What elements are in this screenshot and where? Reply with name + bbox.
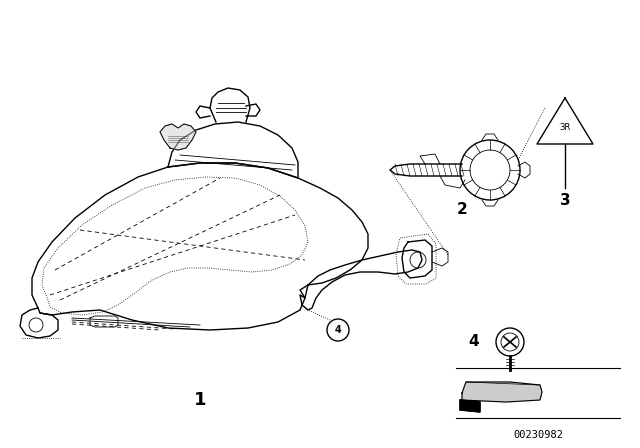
Text: 00230982: 00230982 [513, 430, 563, 440]
Text: 4: 4 [335, 325, 341, 335]
Text: 4: 4 [468, 335, 479, 349]
Text: 2: 2 [456, 202, 467, 217]
Polygon shape [462, 382, 542, 402]
Text: 3: 3 [560, 193, 570, 208]
Polygon shape [160, 124, 196, 150]
Polygon shape [460, 400, 480, 412]
Text: 1: 1 [194, 391, 206, 409]
Text: ЗR: ЗR [559, 124, 571, 133]
